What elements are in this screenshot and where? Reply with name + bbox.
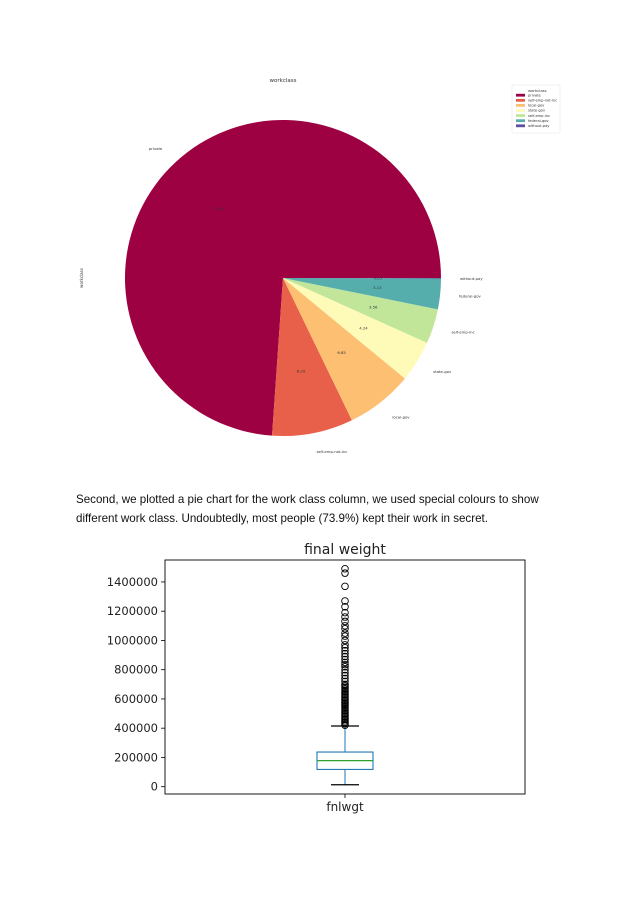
pie-value-without-pay: 0.05 [374,276,383,281]
pie-legend-swatch-private [516,93,525,97]
y-tick-label: 1400000 [107,575,158,589]
pie-slice-state-gov [283,278,428,379]
pie-slice-private [124,119,441,436]
pie-label-private: private [149,146,163,151]
pie-ylabel: workclass [79,268,84,288]
outlier-point [341,677,349,686]
pie-value-state-gov: 4.24 [359,326,368,331]
outlier-point [341,624,349,633]
pie-legend-label-local-gov: local-gov [528,104,545,108]
pie-legend-swatch-state-gov [516,109,525,112]
pie-title: workclass [270,78,297,84]
pie-value-self-emp-inc: 3.56 [369,305,378,310]
pie-legend-label-self-emp-not-inc: self-emp-not-inc [528,99,557,103]
box-title: final weight [304,542,386,558]
pie-legend-label-without-pay: without-pay [528,124,550,128]
outlier-point [341,613,349,621]
outlier-point [341,674,349,683]
pie-slice-federal-gov [283,278,441,310]
pie-label-local-gov: local-gov [392,415,410,420]
y-tick-label: 200000 [114,750,158,764]
pie-legend-swatch-local-gov [516,104,525,107]
outlier-point [341,629,349,637]
outlier-point [341,582,349,591]
pie-slice-self-emp-inc [283,278,438,343]
pie-slice-local-gov [283,278,405,421]
pie-value-self-emp-not-inc: 8.29 [297,369,306,374]
pie-value-federal-gov: 3.13 [373,285,382,290]
pie-label-without-pay: without-pay [460,276,483,281]
pie-legend-label-self-emp-inc: self-emp-inc [528,114,550,118]
pie-legend-swatch-without-pay [516,124,525,128]
outlier-point [341,632,349,640]
outlier-point [341,603,349,611]
outlier-point [341,655,349,664]
pie-legend-label-private: private [528,93,541,97]
outlier-point [341,643,349,652]
outlier-point [341,641,349,649]
outlier-point [341,617,349,626]
outlier-point [341,649,349,658]
outlier-point [341,646,349,655]
y-tick-label: 800000 [114,663,158,677]
y-tick-label: 0 [151,780,158,794]
x-tick-label: fnlwgt [326,800,364,814]
outlier-point [341,622,349,630]
workclass-pie-figure: workclass workclass private 73.94 self-emp-n… [79,78,561,454]
outlier-point [341,658,349,667]
outlier-point [341,597,349,605]
outlier-point [341,652,349,661]
pie-label-state-gov: state-gov [433,369,452,374]
outlier-point [341,665,349,674]
outlier-point [341,660,349,669]
outlier-point [341,680,349,689]
body-paragraph: Second, we plotted a pie chart for the w… [76,493,539,525]
pie-legend-swatch-self-emp-inc [516,114,525,117]
workclass-pie-chart: workclassworkclassprivate73.94self-emp-n… [79,78,561,454]
pie-label-self-emp-inc: self-emp-inc [451,330,474,335]
outlier-point [341,636,349,645]
outlier-point [341,671,349,680]
pie-slice-self-emp-not-inc [272,278,352,436]
final-weight-box-figure: final weight 0 200000 400000 600000 800000 100… [0,530,638,830]
pie-legend-title: workclass [528,88,547,93]
y-tick-label: 600000 [114,692,158,706]
y-tick-label: 1200000 [107,604,158,618]
pie-legend-label-federal-gov: federal-gov [528,119,549,123]
pie-label-self-emp-not-inc: self-emp-not-inc [317,449,348,454]
pie-legend-swatch-federal-gov [516,119,525,123]
pie-legend-swatch-self-emp-not-inc [516,98,525,102]
pie-value-local-gov: 6.85 [337,350,346,355]
box-plot-frame [164,559,526,795]
final-weight-box-plot: final weight 0 200000 400000 600000 800000 100… [107,542,526,814]
pie-legend-label-state-gov: state-gov [528,109,546,113]
outlier-point [341,565,349,573]
pie-label-federal-gov: federal-gov [459,293,481,298]
y-tick-label: 400000 [114,721,158,735]
outlier-point [341,663,349,671]
outlier-point [341,668,349,677]
pie-value-private: 73.94 [213,206,224,211]
y-tick-label: 1000000 [107,633,158,647]
outlier-point [341,569,349,577]
outlier-point [341,608,349,617]
